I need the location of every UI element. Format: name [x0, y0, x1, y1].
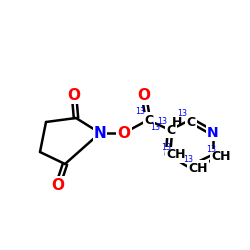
Text: O: O — [68, 88, 80, 102]
Text: N: N — [94, 126, 106, 140]
Text: C: C — [144, 114, 154, 126]
Text: 13: 13 — [150, 124, 160, 132]
Text: 13: 13 — [135, 108, 145, 116]
Text: 13: 13 — [177, 110, 187, 118]
Text: 13: 13 — [206, 144, 216, 154]
Text: 13: 13 — [183, 156, 193, 164]
Text: 13: 13 — [157, 118, 167, 126]
Text: CH: CH — [188, 162, 208, 174]
Text: CH: CH — [166, 148, 186, 162]
Text: O: O — [52, 178, 64, 192]
Text: O: O — [118, 126, 130, 140]
Text: 13: 13 — [161, 142, 171, 152]
Text: C: C — [186, 116, 196, 128]
Text: C: C — [166, 124, 175, 136]
Text: O: O — [138, 88, 150, 104]
Text: H: H — [172, 116, 182, 128]
Text: CH: CH — [211, 150, 231, 164]
Text: N: N — [207, 126, 219, 140]
